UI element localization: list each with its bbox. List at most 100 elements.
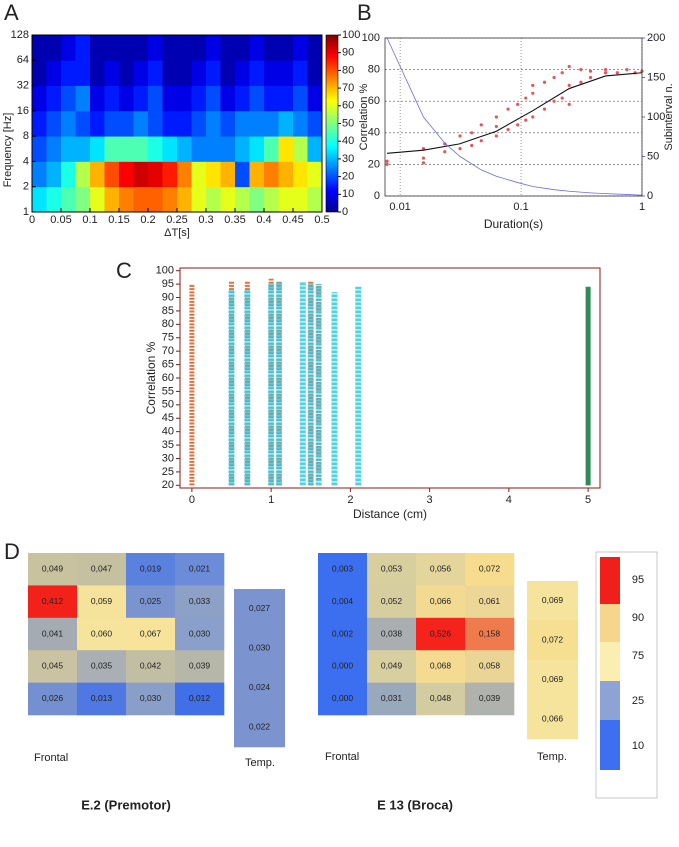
plot-frame: [180, 268, 600, 488]
heat-cell: [47, 161, 62, 187]
cell-label: 0,047: [91, 563, 113, 573]
heat-cell: [163, 161, 178, 187]
heat-cell: [119, 60, 134, 86]
heat-cell: [61, 161, 76, 187]
legend-swatch: [600, 604, 620, 642]
data-point: [616, 71, 619, 74]
heat-cell: [308, 136, 323, 162]
x-tick-label: 5: [585, 494, 591, 506]
data-point: [422, 161, 425, 164]
x-tick-label: 0.1: [82, 214, 97, 226]
heat-cell: [177, 86, 192, 112]
data-point: [458, 147, 461, 150]
heat-cell: [76, 35, 91, 61]
y-tick-label: 25: [162, 466, 174, 478]
heat-cell: [206, 35, 221, 61]
heat-cell: [76, 86, 91, 112]
heat-cell: [134, 35, 149, 61]
y-tick-label: 95: [162, 278, 174, 290]
data-point: [531, 115, 534, 118]
heat-cell: [235, 60, 250, 86]
data-point: [385, 160, 388, 163]
heat-cell: [235, 35, 250, 61]
data-point: [458, 134, 461, 137]
y-tick-label: 64: [17, 54, 29, 66]
cell-label: 0,069: [542, 674, 564, 684]
data-point: [579, 81, 582, 84]
colorbar-label: 40: [342, 135, 354, 147]
heat-cell: [235, 187, 250, 213]
colorbar-label: 20: [342, 171, 354, 183]
heat-cell: [163, 60, 178, 86]
cell-label: 0,012: [189, 693, 211, 703]
data-point: [470, 131, 473, 134]
heat-cell: [134, 161, 149, 187]
heat-cell: [235, 161, 250, 187]
heat-cell: [119, 86, 134, 112]
heat-cell: [61, 60, 76, 86]
heat-cell: [90, 86, 105, 112]
data-point: [531, 84, 534, 87]
y-tick-label: 85: [162, 305, 174, 317]
data-point: [589, 76, 592, 79]
y-tick-label: 20: [162, 479, 174, 491]
heat-cell: [90, 35, 105, 61]
cell-label: 0,025: [140, 596, 162, 606]
heat-cell: [163, 35, 178, 61]
data-point: [422, 156, 425, 159]
heat-cell: [177, 111, 192, 137]
heat-cell: [293, 161, 308, 187]
data-point: [506, 108, 509, 111]
cell-label: 0,027: [249, 603, 271, 613]
cell-label: 0,412: [42, 596, 64, 606]
x-tick-label: 3: [427, 494, 433, 506]
cell-label: 0,041: [42, 628, 64, 638]
heat-cell: [148, 60, 163, 86]
heat-cell: [250, 111, 265, 137]
data-point: [604, 71, 607, 74]
data-point: [531, 92, 534, 95]
heat-cell: [148, 187, 163, 213]
legend-label: 25: [632, 695, 644, 707]
heat-cell: [61, 111, 76, 137]
x-tick-label: 0.5: [314, 214, 329, 226]
heat-cell: [119, 111, 134, 137]
heat-cell: [148, 86, 163, 112]
heat-cell: [47, 136, 62, 162]
cell-label: 0,030: [249, 643, 271, 653]
panel-letter: C: [116, 258, 132, 283]
data-point: [604, 68, 607, 71]
x-tick-label: 0.1: [513, 201, 528, 213]
cell-label: 0,021: [189, 563, 211, 573]
data-point: [552, 76, 555, 79]
heat-cell: [293, 60, 308, 86]
data-point: [480, 139, 483, 142]
y-tick-label: 100: [156, 265, 174, 277]
heat-cell: [76, 111, 91, 137]
heat-cell: [192, 60, 207, 86]
electrode-title: E.2 (Premotor): [81, 797, 171, 812]
fit-curve: [387, 73, 642, 154]
y-tick-label: 45: [162, 412, 174, 424]
data-point: [561, 96, 564, 99]
y2-tick-label: 0: [647, 190, 653, 202]
cell-label: 0,066: [430, 596, 452, 606]
heat-cell: [105, 35, 120, 61]
y-tick-label: 20: [368, 158, 380, 170]
colorbar-label: 90: [342, 47, 354, 59]
heat-cell: [177, 187, 192, 213]
heat-cell: [221, 86, 236, 112]
heat-cell: [279, 161, 294, 187]
x-tick-label: 1: [639, 201, 645, 213]
y-tick-label: 70: [162, 345, 174, 357]
data-point: [516, 103, 519, 106]
cell-label: 0,033: [189, 596, 211, 606]
legend-label: 10: [632, 740, 644, 752]
colorbar-label: 30: [342, 153, 354, 165]
cell-label: 0,013: [91, 693, 113, 703]
heat-cell: [308, 60, 323, 86]
cell-label: 0,031: [381, 693, 403, 703]
y-tick-label: 80: [162, 318, 174, 330]
cell-label: 0,066: [542, 714, 564, 724]
